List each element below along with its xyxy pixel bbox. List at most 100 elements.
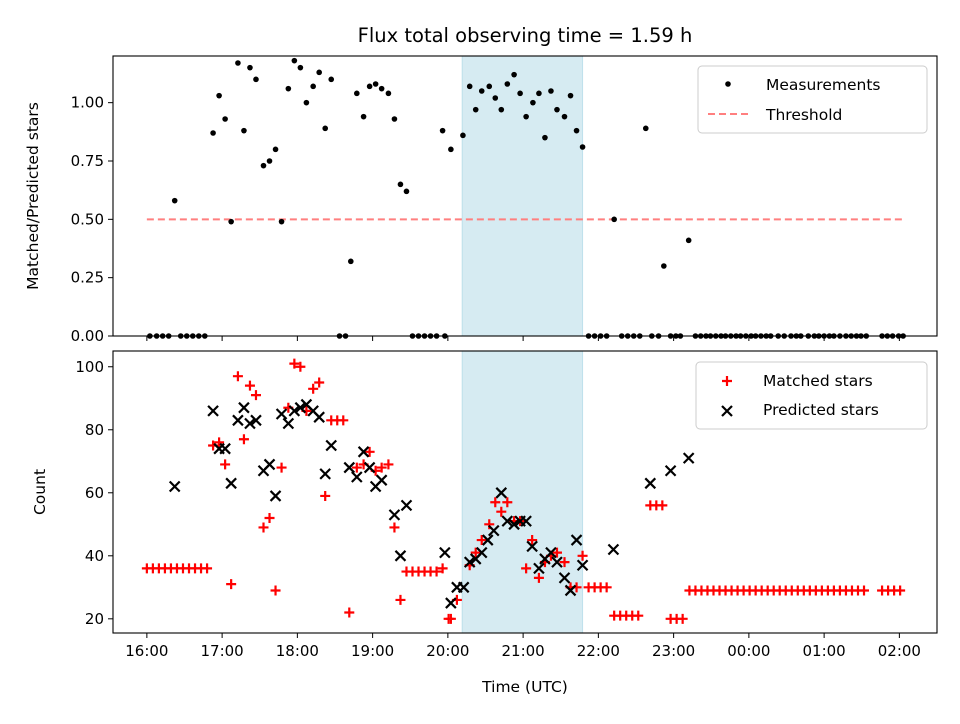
matched-star-point (351, 462, 362, 473)
predicted-star-point (282, 417, 295, 430)
y-tick-label: 0.50 (71, 210, 104, 228)
measurement-point (511, 71, 517, 78)
predicted-star-point (375, 474, 388, 486)
measurement-point (241, 127, 247, 134)
y-tick-label: 0.00 (71, 327, 104, 345)
predicted-star-point (576, 559, 589, 572)
count-axes-frame (112, 350, 938, 634)
matched-star-point (250, 390, 261, 401)
predicted-star-point (263, 458, 276, 471)
predicted-star-point (607, 543, 620, 556)
measurement-point (478, 88, 485, 94)
measurement-point (378, 85, 385, 92)
matched-star-point (344, 607, 355, 618)
measurement-point (216, 92, 222, 99)
matched-star-point (476, 535, 487, 546)
measurement-point (523, 113, 529, 120)
measurement-point (472, 106, 479, 113)
matched-star-point (244, 380, 255, 391)
measurement-point (439, 127, 446, 134)
y-tick-label: 0.75 (71, 152, 104, 170)
matched-star-point (389, 522, 400, 533)
predicted-star-point (394, 550, 407, 562)
x-tick-label: 21:00 (502, 642, 545, 660)
matched-star-point (295, 361, 306, 372)
measurement-point (316, 69, 322, 76)
measurement-point (397, 181, 404, 188)
y-tick-label: 100 (75, 358, 104, 376)
matched-star-point (364, 446, 375, 457)
x-tick-label: 02:00 (878, 642, 921, 660)
ratio-y-axis-label: Matched/Predicted stars (24, 102, 42, 290)
measurement-point (354, 90, 360, 97)
predicted-star-point (445, 597, 457, 609)
matched-star-point (677, 613, 688, 624)
legend-label-threshold: Threshold (765, 106, 842, 124)
matched-star-point (214, 437, 225, 448)
measurement-point (328, 76, 335, 83)
matched-star-point (238, 434, 249, 445)
measurement-point (403, 188, 410, 195)
measurement-point (498, 106, 505, 113)
measurement-point (661, 263, 667, 269)
measurement-point (530, 99, 536, 106)
matched-star-point (289, 358, 300, 369)
x-tick-label: 20:00 (426, 642, 469, 660)
y-tick-label: 80 (85, 421, 104, 439)
predicted-star-point (481, 534, 494, 546)
predicted-star-point (545, 546, 557, 559)
shaded-span (461, 55, 584, 337)
matched-star-point (258, 522, 269, 533)
matched-star-point (314, 377, 325, 388)
count-panel: 20 40 60 80 100 16:00 17:00 18:00 19:00 20:00 21:… (31, 350, 938, 696)
x-tick-label: 00:00 (727, 642, 770, 660)
matched-star-point (226, 579, 237, 590)
predicted-star-point (475, 546, 488, 559)
measurement-point (210, 130, 216, 136)
observing-window-span (461, 55, 584, 337)
predicted-star-point (463, 556, 476, 568)
measurement-point (228, 218, 234, 225)
matched-star-point (633, 610, 644, 621)
predicted-star-point (682, 452, 695, 464)
legend-label-predicted: Predicted stars (763, 401, 879, 419)
matched-star-point (445, 613, 456, 624)
measurement-point (573, 127, 580, 134)
matched-star-point (264, 512, 275, 523)
measurement-point (297, 64, 304, 71)
legend-marker-predicted (721, 405, 733, 417)
measurement-point (272, 146, 279, 153)
measurement-point (278, 218, 285, 225)
predicted-star-point (400, 499, 413, 512)
ratio-axes-frame (112, 55, 938, 337)
predicted-star-point (664, 464, 677, 477)
measurement-point (310, 83, 316, 90)
matched-star-point (601, 582, 612, 593)
x-tick-label: 01:00 (803, 642, 846, 660)
predicted-star-point (533, 562, 545, 575)
x-tick-label: 19:00 (351, 642, 394, 660)
measurement-point (360, 113, 367, 120)
matched-star-point (533, 572, 544, 583)
measurement-point (466, 83, 473, 90)
y-tick-label: 0.25 (71, 269, 104, 287)
ratio-panel: 0.00 0.25 0.50 0.75 1.00 Matched/Predicted s… (24, 55, 938, 345)
predicted-star-point (551, 556, 563, 568)
matched-star-point (551, 547, 562, 558)
matched-star-point (527, 535, 538, 546)
measurement-point (460, 132, 466, 139)
matched-star-point (490, 497, 501, 508)
legend-label-matched: Matched stars (763, 372, 873, 390)
predicted-star-point (508, 518, 520, 531)
legend-marker-matched (722, 376, 732, 386)
predicted-star-point (238, 401, 250, 414)
measurement-point (247, 64, 253, 71)
measurement-point (492, 95, 499, 101)
predicted-star-point (558, 572, 571, 584)
measurement-point (291, 57, 298, 64)
measurement-point (303, 99, 310, 106)
measurement-point (536, 90, 542, 97)
y-tick-label: 40 (85, 547, 104, 565)
predicted-star-point (343, 461, 356, 474)
measurement-point (266, 158, 273, 164)
